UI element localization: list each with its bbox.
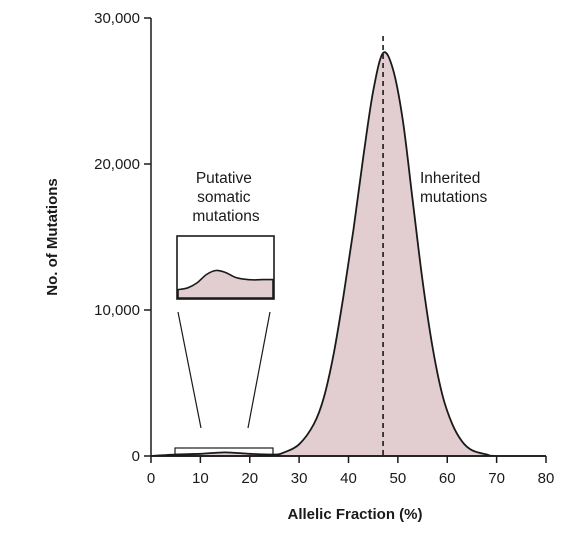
somatic-annotation-line-2: somatic — [197, 189, 251, 206]
x-tick-label: 0 — [147, 470, 155, 487]
x-tick-label: 70 — [488, 470, 505, 487]
x-tick-label: 30 — [291, 470, 308, 487]
x-tick-label: 80 — [538, 470, 555, 487]
y-axis-title: No. of Mutations — [44, 178, 61, 295]
x-tick-label: 20 — [241, 470, 258, 487]
inset-zoom — [176, 235, 275, 300]
x-axis-title: Allelic Fraction (%) — [287, 506, 422, 523]
inset-area — [177, 269, 274, 299]
y-tick-label: 30,000 — [94, 10, 140, 27]
inherited-annotation: Inherited mutations — [420, 170, 487, 206]
inherited-distribution-area — [150, 51, 546, 457]
x-tick-label: 10 — [192, 470, 209, 487]
inset-frame — [176, 235, 275, 300]
inherited-annotation-line-2: mutations — [420, 189, 487, 206]
somatic-annotation-line-1: Putative — [196, 170, 252, 187]
somatic-region-box — [174, 447, 274, 457]
zoom-connector-right — [247, 311, 271, 429]
inherited-annotation-line-1: Inherited — [420, 170, 480, 187]
somatic-annotation: Putative somatic mutations — [192, 170, 259, 225]
somatic-annotation-line-3: mutations — [192, 208, 259, 225]
x-tick-label: 50 — [390, 470, 407, 487]
zoom-connector-left — [177, 311, 202, 429]
x-tick-label: 60 — [439, 470, 456, 487]
x-tick-label: 40 — [340, 470, 357, 487]
y-tick-label: 20,000 — [94, 156, 140, 173]
y-tick-label: 10,000 — [94, 302, 140, 319]
y-tick-label: 0 — [132, 448, 140, 465]
